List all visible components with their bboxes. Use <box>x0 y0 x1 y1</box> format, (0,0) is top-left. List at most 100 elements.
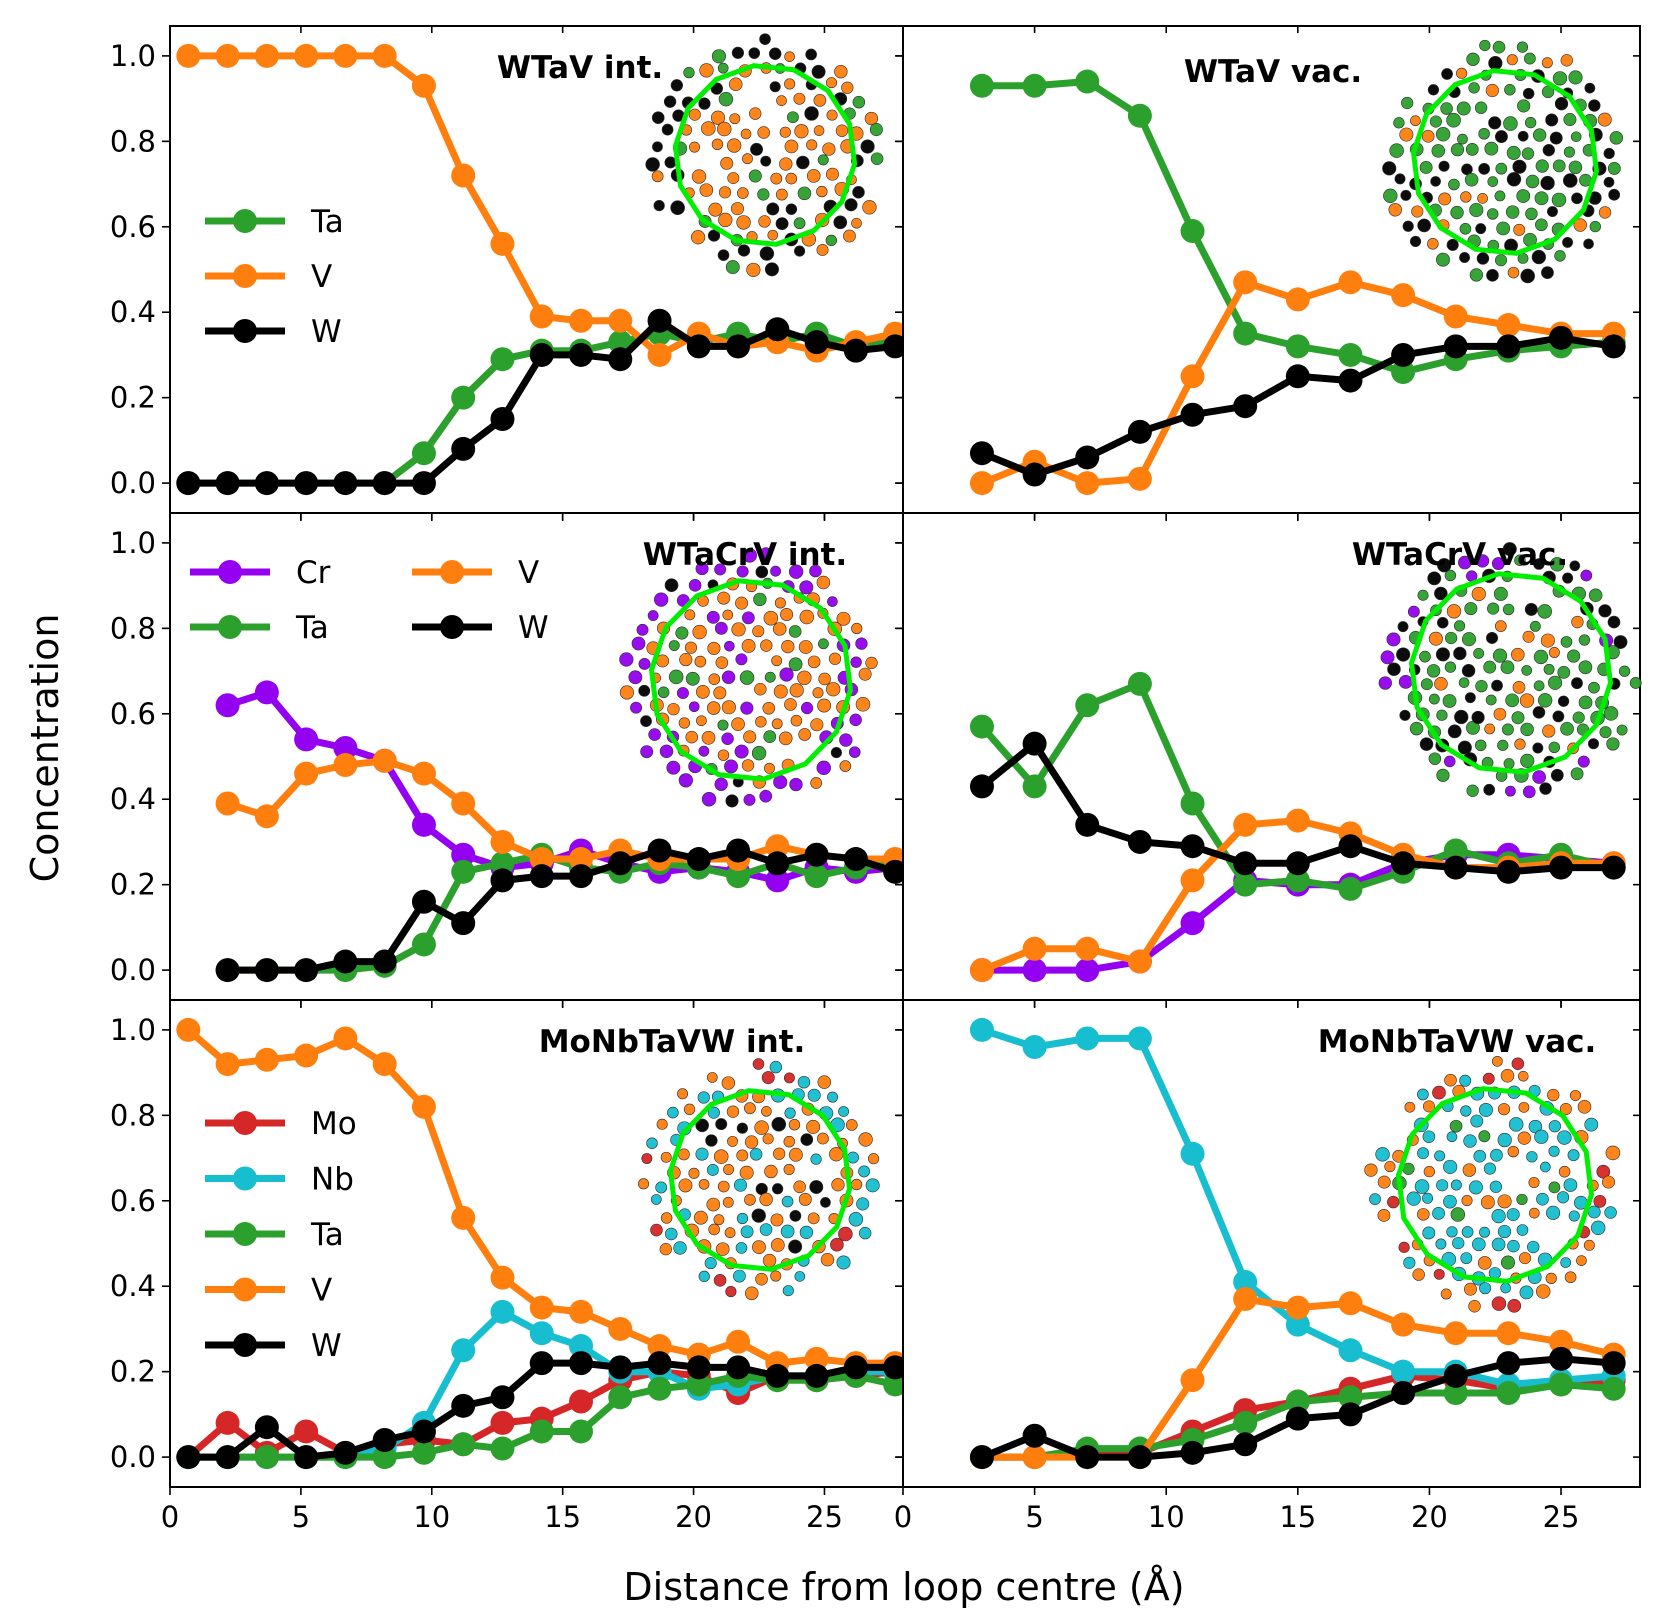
atom <box>799 609 815 625</box>
panel-title: WTaCrV vac. <box>1352 537 1568 573</box>
atom <box>1482 1072 1495 1085</box>
atom <box>693 1210 708 1225</box>
data-point-w <box>451 1393 476 1418</box>
atom <box>1464 1282 1477 1296</box>
atom <box>1496 221 1511 236</box>
atom <box>1487 602 1500 615</box>
atom <box>1570 767 1584 781</box>
atom <box>1603 176 1615 188</box>
atom <box>789 1210 802 1222</box>
atom <box>799 1225 814 1239</box>
atom <box>1503 116 1518 131</box>
atom <box>1578 634 1591 646</box>
atom <box>1489 1180 1502 1193</box>
atom <box>677 1088 689 1100</box>
atom <box>694 655 707 668</box>
atom <box>858 1132 873 1147</box>
data-point-nb <box>1233 1269 1258 1294</box>
atom <box>1437 616 1449 629</box>
data-point-ta <box>969 714 994 739</box>
atom <box>1537 693 1553 708</box>
atom <box>1417 1147 1429 1160</box>
atom <box>1478 1102 1493 1117</box>
atom <box>1494 254 1508 267</box>
atom <box>1457 133 1468 145</box>
atom <box>1517 130 1529 142</box>
data-point-w <box>215 471 240 496</box>
atom <box>1453 646 1467 661</box>
atom <box>1486 208 1499 220</box>
atom <box>794 124 809 139</box>
atom <box>807 655 821 669</box>
atom <box>668 640 680 651</box>
atom <box>1569 560 1581 572</box>
atom <box>1419 737 1434 751</box>
atom <box>706 1164 719 1176</box>
atom <box>685 730 698 744</box>
atom <box>1607 615 1621 629</box>
data-point-cr <box>215 693 240 718</box>
atom <box>770 565 781 577</box>
atom <box>1506 54 1518 66</box>
atom <box>731 46 744 59</box>
atom <box>741 759 755 772</box>
atom <box>1446 112 1461 128</box>
x-tick-label: 5 <box>292 1500 310 1534</box>
atom <box>1491 557 1505 570</box>
data-point-v <box>529 1295 554 1320</box>
atom <box>869 123 883 137</box>
data-point-ta <box>647 1376 672 1401</box>
panel-title: MoNbTaVW vac. <box>1318 1024 1597 1060</box>
atom <box>810 718 824 732</box>
atom <box>1452 1236 1465 1250</box>
data-point-ta <box>1285 334 1310 359</box>
data-point-v <box>726 1329 751 1354</box>
atom <box>1450 1207 1466 1222</box>
atom <box>1444 1073 1457 1087</box>
atom <box>692 624 707 640</box>
data-point-w <box>1022 1423 1047 1448</box>
legend-marker-w <box>233 319 257 343</box>
atom <box>733 1269 746 1283</box>
atom <box>619 685 634 700</box>
atom <box>1485 83 1499 98</box>
atom <box>1477 1256 1492 1270</box>
data-point-ta <box>1285 1389 1310 1414</box>
data-point-w <box>1233 1432 1258 1457</box>
atom <box>850 656 862 668</box>
data-point-ta <box>1338 876 1363 901</box>
atom <box>1484 723 1496 735</box>
atom <box>739 1165 754 1180</box>
atom <box>829 1147 844 1162</box>
data-point-cr <box>254 680 279 705</box>
atom <box>818 638 829 650</box>
data-point-v <box>647 1334 672 1359</box>
atom <box>640 745 654 759</box>
data-point-w <box>1601 1351 1626 1376</box>
atom <box>1402 220 1414 232</box>
atom <box>793 92 806 105</box>
atom <box>1456 101 1471 116</box>
data-point-w <box>1601 855 1626 880</box>
data-point-v <box>490 1265 515 1290</box>
panel-1: 0.0 0.2 0.4 0.6 0.8 1.0 WTaV int. Ta VW <box>110 25 904 521</box>
atom <box>651 170 664 183</box>
atom <box>1495 620 1507 632</box>
atom <box>706 1197 721 1212</box>
data-point-v <box>333 753 358 778</box>
atom <box>1450 205 1464 220</box>
atom <box>1491 1296 1507 1311</box>
data-point-w <box>804 1363 829 1388</box>
atom <box>865 656 878 670</box>
atom <box>848 1212 864 1227</box>
atom <box>800 1133 814 1146</box>
atom <box>810 1153 822 1165</box>
atom <box>769 81 781 93</box>
atom <box>768 47 782 60</box>
loop-inset <box>1382 39 1624 284</box>
atom <box>1444 661 1457 673</box>
atom <box>688 1167 700 1179</box>
atom <box>735 596 749 610</box>
atom <box>1543 663 1555 675</box>
x-tick-label: 10 <box>1148 1500 1185 1534</box>
